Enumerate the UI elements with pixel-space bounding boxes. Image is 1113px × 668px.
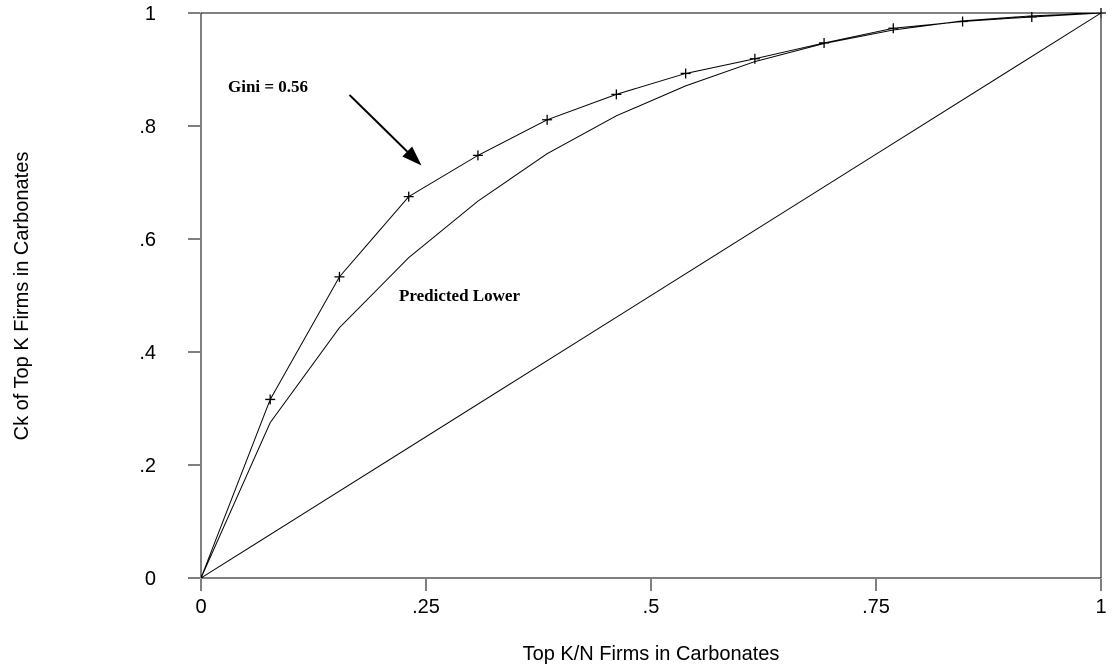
x-tick-label: .75	[862, 596, 890, 618]
data-point-marker	[749, 53, 760, 64]
data-point-marker	[265, 394, 276, 405]
y-tick-label: 0	[145, 568, 156, 590]
data-point-marker	[680, 68, 691, 79]
annotation-label: Predicted Lower	[399, 286, 520, 305]
y-tick-label: .4	[139, 342, 156, 364]
annotation-label: Gini = 0.56	[228, 77, 308, 96]
series-layer	[200, 8, 1106, 579]
arrow-head	[402, 146, 422, 166]
annotation-layer: Gini = 0.56 Predicted Lower	[228, 77, 520, 305]
series-line-1	[200, 12, 1102, 579]
data-point-marker	[403, 191, 414, 202]
x-tick-label: 0	[195, 596, 206, 618]
data-point-marker	[472, 150, 483, 161]
arrow-shaft	[348, 94, 408, 153]
x-tick-label: .25	[412, 596, 440, 618]
x-axis: 0 .25 .5 .75 1	[195, 579, 1107, 618]
data-point-marker	[611, 89, 622, 100]
y-axis-label: Ck of Top K Firms in Carbonates	[11, 152, 33, 441]
data-point-marker	[542, 114, 553, 125]
plot-frame	[200, 12, 1102, 579]
y-tick-label: .6	[139, 229, 156, 251]
series-line-2	[200, 12, 1102, 579]
x-axis-label: Top K/N Firms in Carbonates	[523, 643, 780, 665]
y-tick-label: .8	[139, 116, 156, 138]
x-tick-label: .5	[643, 596, 660, 618]
y-tick-label: 1	[145, 3, 156, 25]
data-point-marker	[888, 23, 899, 34]
x-tick-label: 1	[1095, 596, 1106, 618]
data-point-marker	[1026, 11, 1037, 22]
y-tick-label: .2	[139, 455, 156, 477]
data-point-marker	[334, 271, 345, 282]
y-axis: 0 .2 .4 .6 .8 1	[139, 3, 200, 590]
